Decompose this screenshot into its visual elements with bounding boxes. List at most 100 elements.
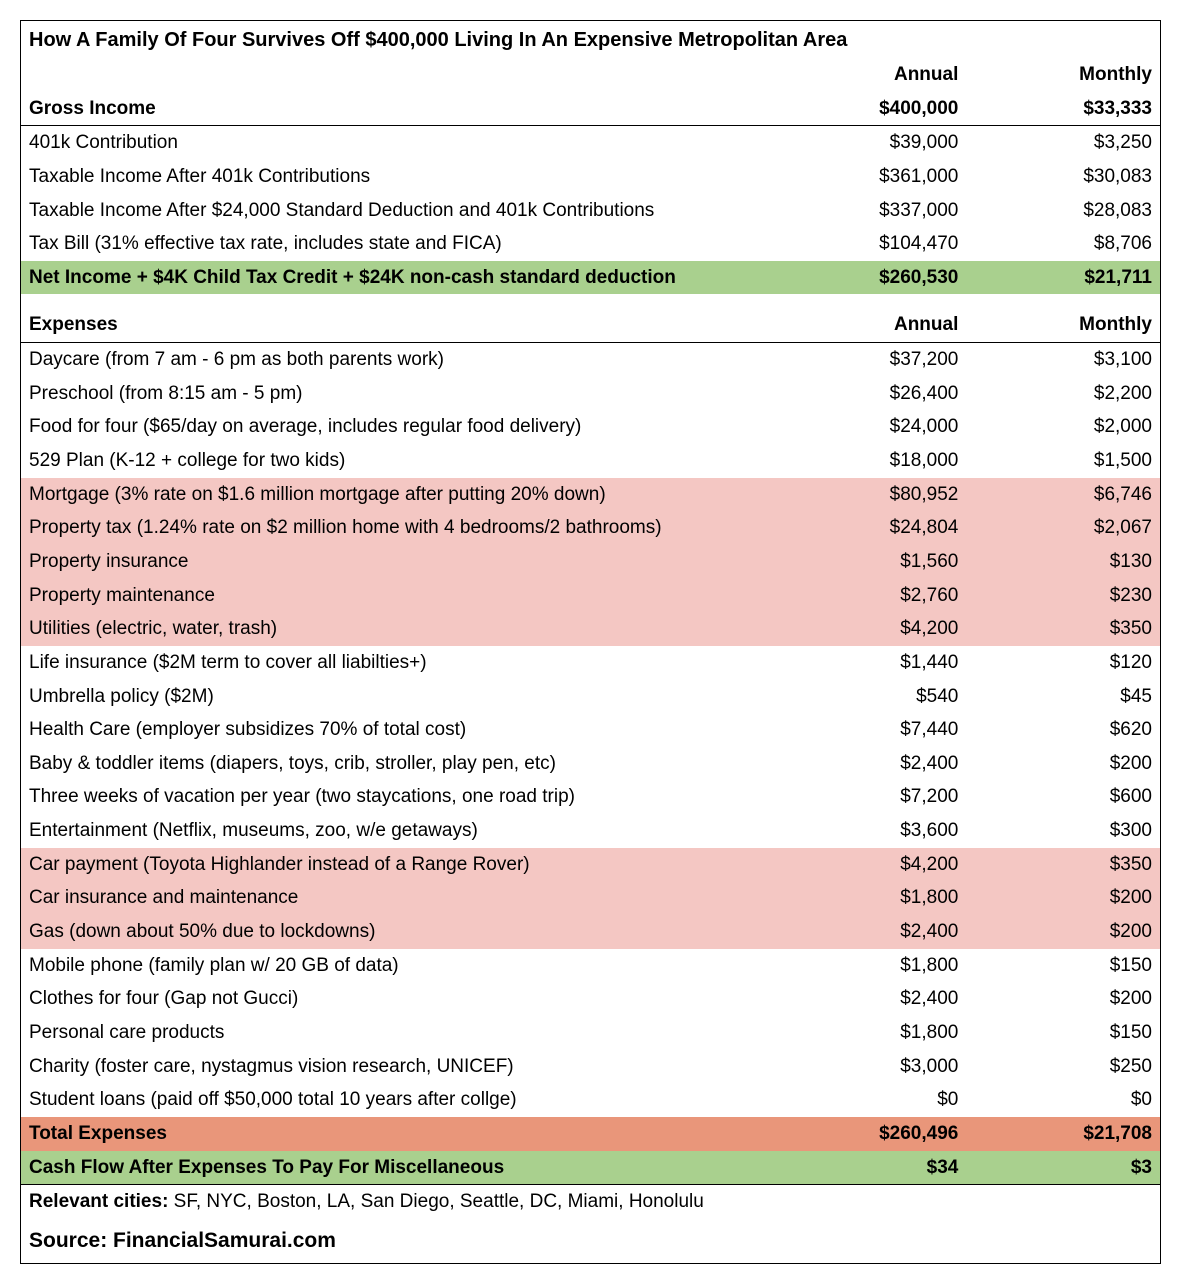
- total-expenses-monthly: $21,708: [966, 1117, 1160, 1151]
- expense-row: Umbrella policy ($2M)$540$45: [21, 680, 1160, 714]
- cash-flow-row: Cash Flow After Expenses To Pay For Misc…: [21, 1151, 1160, 1185]
- net-income-label: Net Income + $4K Child Tax Credit + $24K…: [21, 261, 773, 295]
- income-row-label: 401k Contribution: [21, 126, 773, 160]
- expense-row: Mortgage (3% rate on $1.6 million mortga…: [21, 478, 1160, 512]
- income-row: 401k Contribution$39,000$3,250: [21, 126, 1160, 160]
- expense-row-label: Health Care (employer subsidizes 70% of …: [21, 713, 773, 747]
- expense-row-annual: $1,800: [773, 881, 967, 915]
- expense-row: Charity (foster care, nystagmus vision r…: [21, 1050, 1160, 1084]
- expense-row-monthly: $2,067: [966, 511, 1160, 545]
- expense-row-monthly: $2,200: [966, 377, 1160, 411]
- expense-row-label: Life insurance ($2M term to cover all li…: [21, 646, 773, 680]
- footer-block: Relevant cities: SF, NYC, Boston, LA, Sa…: [21, 1184, 1160, 1263]
- expense-row-label: Food for four ($65/day on average, inclu…: [21, 410, 773, 444]
- expense-row: Property insurance$1,560$130: [21, 545, 1160, 579]
- expense-row-label: Property insurance: [21, 545, 773, 579]
- total-expenses-annual: $260,496: [773, 1117, 967, 1151]
- expense-row-annual: $24,804: [773, 511, 967, 545]
- expense-row-label: Baby & toddler items (diapers, toys, cri…: [21, 747, 773, 781]
- net-income-row: Net Income + $4K Child Tax Credit + $24K…: [21, 261, 1160, 295]
- table-title: How A Family Of Four Survives Off $400,0…: [21, 21, 1160, 58]
- col-header-annual: Annual: [773, 58, 967, 92]
- expense-row-annual: $1,800: [773, 949, 967, 983]
- expense-row-monthly: $350: [966, 848, 1160, 882]
- income-row-monthly: $8,706: [966, 227, 1160, 261]
- expense-row: Life insurance ($2M term to cover all li…: [21, 646, 1160, 680]
- income-row-monthly: $30,083: [966, 160, 1160, 194]
- gross-income-monthly: $33,333: [966, 92, 1160, 126]
- expense-row-monthly: $150: [966, 949, 1160, 983]
- expense-row: Baby & toddler items (diapers, toys, cri…: [21, 747, 1160, 781]
- expense-row-annual: $0: [773, 1083, 967, 1117]
- expense-row-label: Clothes for four (Gap not Gucci): [21, 982, 773, 1016]
- expense-row-annual: $2,760: [773, 579, 967, 613]
- income-row-annual: $39,000: [773, 126, 967, 160]
- expense-row-label: Preschool (from 8:15 am - 5 pm): [21, 377, 773, 411]
- expense-row-label: Student loans (paid off $50,000 total 10…: [21, 1083, 773, 1117]
- total-expenses-row: Total Expenses$260,496$21,708: [21, 1117, 1160, 1151]
- expenses-header-monthly: Monthly: [966, 308, 1160, 342]
- income-row-annual: $337,000: [773, 194, 967, 228]
- budget-table: How A Family Of Four Survives Off $400,0…: [21, 21, 1160, 1184]
- expenses-header-row: ExpensesAnnualMonthly: [21, 308, 1160, 342]
- expense-row-annual: $18,000: [773, 444, 967, 478]
- net-income-monthly: $21,711: [966, 261, 1160, 295]
- income-row-annual: $361,000: [773, 160, 967, 194]
- expense-row-label: Entertainment (Netflix, museums, zoo, w/…: [21, 814, 773, 848]
- relevant-cities: Relevant cities: SF, NYC, Boston, LA, Sa…: [29, 1191, 1152, 1213]
- budget-table-container: How A Family Of Four Survives Off $400,0…: [20, 20, 1161, 1264]
- expense-row-monthly: $230: [966, 579, 1160, 613]
- expense-row-monthly: $6,746: [966, 478, 1160, 512]
- blank-cell: [21, 58, 773, 92]
- expense-row-monthly: $1,500: [966, 444, 1160, 478]
- expense-row-label: 529 Plan (K-12 + college for two kids): [21, 444, 773, 478]
- expense-row-label: Gas (down about 50% due to lockdowns): [21, 915, 773, 949]
- expense-row: Three weeks of vacation per year (two st…: [21, 780, 1160, 814]
- col-header-monthly: Monthly: [966, 58, 1160, 92]
- expense-row-annual: $7,440: [773, 713, 967, 747]
- gross-income-row: Gross Income$400,000$33,333: [21, 92, 1160, 126]
- expense-row: Car insurance and maintenance$1,800$200: [21, 881, 1160, 915]
- expense-row-monthly: $150: [966, 1016, 1160, 1050]
- expense-row: Student loans (paid off $50,000 total 10…: [21, 1083, 1160, 1117]
- income-row-label: Taxable Income After $24,000 Standard De…: [21, 194, 773, 228]
- title-row: How A Family Of Four Survives Off $400,0…: [21, 21, 1160, 58]
- expense-row-monthly: $200: [966, 915, 1160, 949]
- expense-row: Preschool (from 8:15 am - 5 pm)$26,400$2…: [21, 377, 1160, 411]
- expense-row-monthly: $0: [966, 1083, 1160, 1117]
- net-income-annual: $260,530: [773, 261, 967, 295]
- expense-row-annual: $1,800: [773, 1016, 967, 1050]
- income-row: Taxable Income After $24,000 Standard De…: [21, 194, 1160, 228]
- expense-row-monthly: $200: [966, 982, 1160, 1016]
- total-expenses-label: Total Expenses: [21, 1117, 773, 1151]
- expense-row: Personal care products$1,800$150: [21, 1016, 1160, 1050]
- expense-row-label: Three weeks of vacation per year (two st…: [21, 780, 773, 814]
- expense-row-annual: $2,400: [773, 915, 967, 949]
- expense-row-label: Car payment (Toyota Highlander instead o…: [21, 848, 773, 882]
- expense-row-annual: $540: [773, 680, 967, 714]
- income-row: Tax Bill (31% effective tax rate, includ…: [21, 227, 1160, 261]
- expense-row-monthly: $120: [966, 646, 1160, 680]
- gross-income-annual: $400,000: [773, 92, 967, 126]
- expense-row-monthly: $130: [966, 545, 1160, 579]
- expense-row: Entertainment (Netflix, museums, zoo, w/…: [21, 814, 1160, 848]
- expense-row: Health Care (employer subsidizes 70% of …: [21, 713, 1160, 747]
- expense-row-annual: $24,000: [773, 410, 967, 444]
- income-row-annual: $104,470: [773, 227, 967, 261]
- expense-row-annual: $1,560: [773, 545, 967, 579]
- expense-row-annual: $3,000: [773, 1050, 967, 1084]
- expense-row-label: Umbrella policy ($2M): [21, 680, 773, 714]
- cities-list: SF, NYC, Boston, LA, San Diego, Seattle,…: [168, 1191, 703, 1212]
- income-row-label: Taxable Income After 401k Contributions: [21, 160, 773, 194]
- expense-row: Clothes for four (Gap not Gucci)$2,400$2…: [21, 982, 1160, 1016]
- expense-row-annual: $1,440: [773, 646, 967, 680]
- expense-row: 529 Plan (K-12 + college for two kids)$1…: [21, 444, 1160, 478]
- expense-row: Utilities (electric, water, trash)$4,200…: [21, 612, 1160, 646]
- expense-row-monthly: $200: [966, 747, 1160, 781]
- expense-row-monthly: $350: [966, 612, 1160, 646]
- income-row: Taxable Income After 401k Contributions$…: [21, 160, 1160, 194]
- expense-row: Food for four ($65/day on average, inclu…: [21, 410, 1160, 444]
- expense-row-monthly: $600: [966, 780, 1160, 814]
- expense-row-annual: $2,400: [773, 982, 967, 1016]
- expense-row-monthly: $620: [966, 713, 1160, 747]
